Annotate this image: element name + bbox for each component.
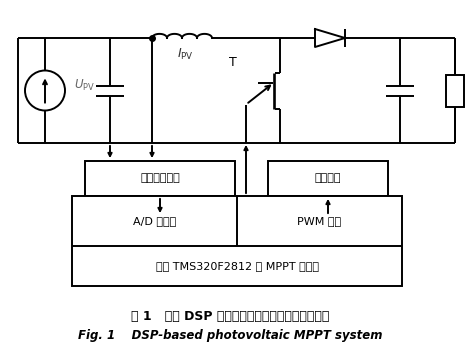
Text: $I_{\mathrm{PV}}$: $I_{\mathrm{PV}}$ [176,47,193,62]
Text: 驱动电路: 驱动电路 [315,174,341,184]
Bar [268,161,388,196]
Text: Fig. 1    DSP-based photovoltaic MPPT system: Fig. 1 DSP-based photovoltaic MPPT syste… [78,329,382,343]
Text: 基于 TMS320F2812 的 MPPT 控制器: 基于 TMS320F2812 的 MPPT 控制器 [156,261,318,271]
Bar [72,196,402,286]
Text: $U_{\mathrm{PV}}$: $U_{\mathrm{PV}}$ [74,78,96,93]
Bar [85,161,235,196]
Text: PWM 电路: PWM 电路 [298,216,342,226]
Bar [446,74,464,106]
Text: 图 1   基于 DSP 控制的光伏发电最大功率跟踪系统: 图 1 基于 DSP 控制的光伏发电最大功率跟踪系统 [131,310,329,323]
Text: 信号调理电路: 信号调理电路 [140,174,180,184]
Text: A/D 转换器: A/D 转换器 [133,216,176,226]
Text: T: T [229,56,237,69]
